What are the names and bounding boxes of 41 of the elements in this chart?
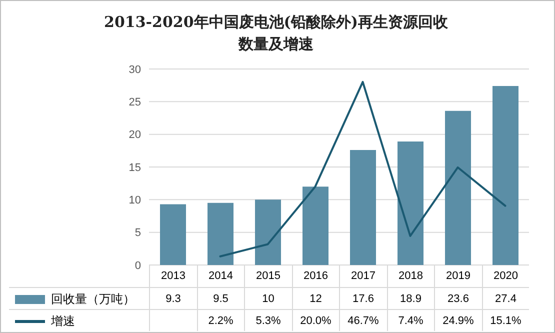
data-label: 9.3	[149, 287, 196, 309]
bar	[160, 204, 186, 265]
x-tick-label: 2017	[339, 265, 386, 287]
y-tick-label: 5	[134, 227, 141, 240]
x-tick-label: 2014	[196, 265, 244, 287]
legend-label: 增速	[9, 309, 149, 331]
data-label: 9.5	[196, 287, 244, 309]
data-label: 2.2%	[196, 309, 244, 331]
y-tick-label: 0	[134, 260, 141, 272]
x-tick-label: 2015	[244, 265, 292, 287]
x-tick-label: 2020	[482, 265, 529, 287]
y-tick-label: 30	[128, 64, 141, 76]
data-label: 5.3%	[244, 309, 292, 331]
data-label: 18.9	[386, 287, 434, 309]
data-label: 10	[244, 287, 292, 309]
x-tick-label: 2016	[292, 265, 339, 287]
bar	[255, 200, 281, 265]
data-label: 20.0%	[292, 309, 339, 331]
legend-label: 回收量（万吨）	[9, 287, 149, 309]
y-tick-label: 10	[128, 194, 141, 207]
y-tick-label: 15	[128, 162, 141, 174]
bar	[398, 142, 424, 265]
bar	[208, 202, 234, 265]
y-tick-label: 20	[128, 129, 141, 142]
chart-title: 2013-2020年中国废电池(铅酸除外)再生资源回收数量及增速	[103, 12, 449, 55]
x-tick-label: 2013	[149, 265, 196, 287]
data-label: 15.1%	[482, 309, 529, 331]
bar	[445, 110, 471, 265]
data-label: 23.6	[434, 287, 482, 309]
bar	[350, 150, 376, 265]
data-label: 17.6	[339, 287, 386, 309]
x-tick-label: 2019	[434, 265, 482, 287]
bar	[302, 186, 328, 265]
y-tick-label: 25	[128, 96, 141, 109]
data-label: 12	[292, 287, 339, 309]
data-label: 24.9%	[434, 309, 482, 331]
x-tick-label: 2018	[386, 265, 434, 287]
data-label: 46.7%	[339, 309, 386, 331]
data-label: 7.4%	[386, 309, 434, 331]
bar	[492, 86, 518, 265]
data-label: 27.4	[482, 287, 529, 309]
